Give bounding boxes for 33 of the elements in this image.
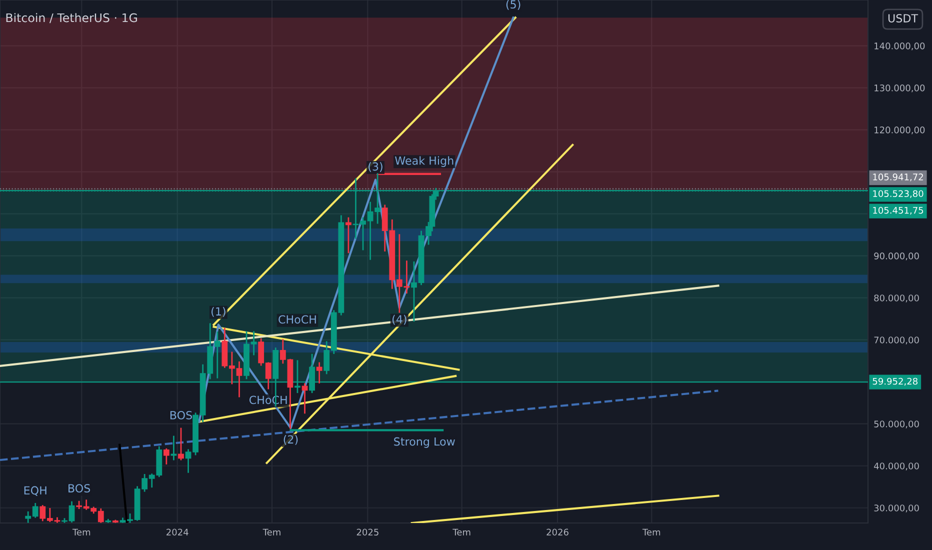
annotation: (3): [368, 162, 382, 172]
x-tick-label: 2025: [356, 528, 378, 536]
x-tick-label: 2024: [166, 528, 188, 536]
y-tick-label: 130.000,00: [874, 84, 925, 92]
annotation: (2): [284, 435, 298, 445]
y-tick-label: 80.000,00: [874, 294, 919, 302]
ref-line-label: 105.941,72: [873, 174, 923, 182]
ref-line-label: 59.952,28: [872, 378, 918, 386]
x-tick-label: Tem: [262, 528, 280, 536]
x-tick-label: 2026: [546, 528, 568, 536]
annotation: BOS: [170, 410, 192, 420]
y-tick-label: 90.000,00: [874, 252, 919, 260]
annotation: BOS: [68, 484, 90, 492]
annotation: (5): [506, 0, 520, 10]
y-tick-label: 70.000,00: [874, 336, 919, 344]
x-tick-label: Tem: [452, 528, 470, 536]
x-tick-label: Tem: [642, 528, 660, 536]
y-tick-label: 40.000,00: [874, 462, 919, 470]
y-tick-label: 140.000,00: [874, 42, 925, 50]
y-tick-label: 50.000,00: [874, 420, 919, 428]
y-tick-label: 30.000,00: [874, 504, 919, 512]
annotation: (4): [392, 314, 406, 325]
text: Bitcoin / TetherUS · 1G: [6, 13, 137, 24]
annotation: Strong Low: [394, 437, 455, 448]
annotation: CHoCH: [278, 315, 316, 324]
annotation: EQH: [24, 486, 46, 496]
annotation: (1): [212, 307, 226, 317]
x-tick-label: Tem: [72, 528, 90, 536]
ref-line-label: 105.451,75: [873, 206, 924, 215]
annotation: Weak High: [395, 156, 454, 167]
y-tick-label: 120.000,00: [874, 126, 925, 134]
ref-line-label: 105.523,80: [873, 190, 924, 198]
text: USDT: [888, 14, 918, 22]
